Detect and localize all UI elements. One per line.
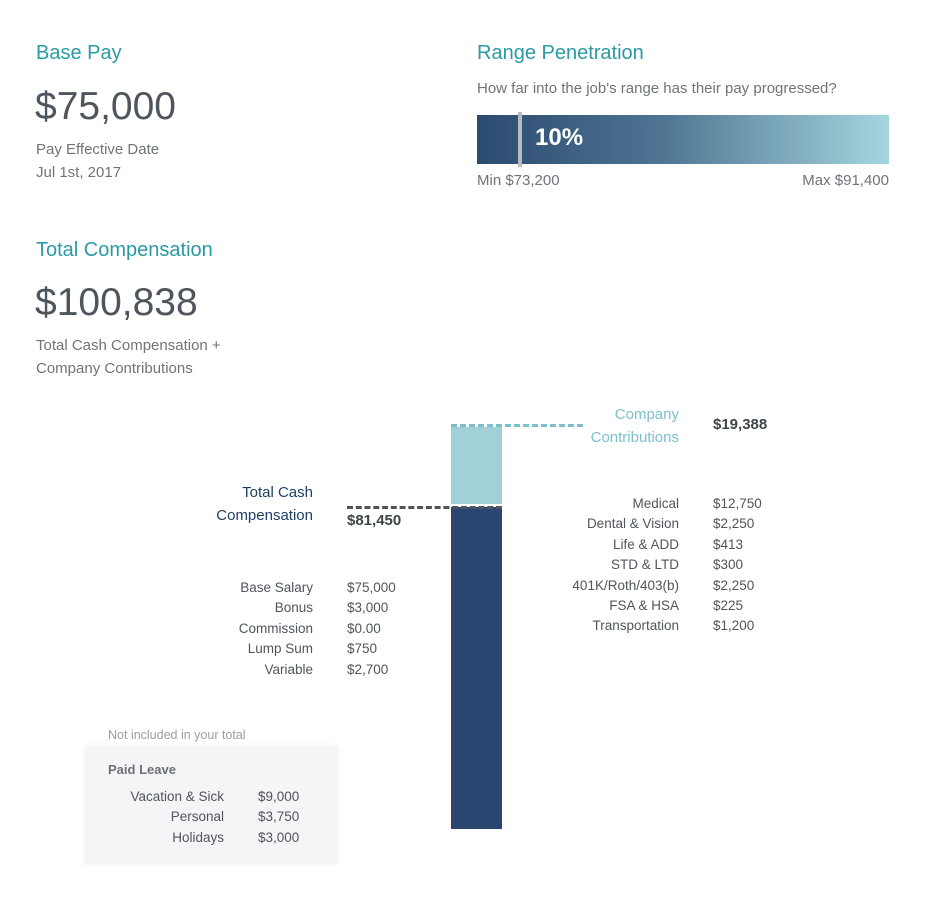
range-max: Max $91,400 [802, 172, 889, 189]
pay-effective-date: Jul 1st, 2017 [36, 164, 122, 181]
cash-item-label: Variable [264, 661, 313, 677]
cash-item-label: Bonus [274, 600, 313, 616]
paid-leave-item-label: Holidays [172, 829, 224, 845]
range-min: Min $73,200 [477, 172, 560, 189]
contributions-label-line2: Contributions [590, 429, 679, 446]
contrib-item-label: 401K/Roth/403(b) [572, 577, 679, 593]
paid-leave-title: Paid Leave [108, 762, 176, 777]
cash-item-value: $0.00 [347, 620, 381, 636]
paid-leave-item-value: $3,750 [258, 809, 300, 825]
contrib-item-label: Transportation [592, 618, 679, 634]
paid-leave-labels: Vacation & Sick Personal Holidays [85, 787, 224, 848]
cash-item-value: $75,000 [347, 580, 396, 595]
total-comp-title: Total Compensation [36, 239, 213, 261]
paid-leave-values: $9,000 $3,750 $3,000 [258, 787, 299, 848]
range-penetration-title: Range Penetration [477, 42, 644, 64]
cash-item-value: $750 [347, 641, 378, 657]
contrib-item-label: STD & LTD [610, 557, 679, 573]
range-penetration-bar: 10% [477, 112, 889, 167]
cash-dashed-line [347, 506, 502, 509]
contrib-item-label: FSA & HSA [609, 598, 679, 614]
paid-leave-item-value: $9,000 [258, 789, 300, 804]
cash-items-values: $75,000 $3,000 $0.00 $750 $2,700 [347, 578, 396, 680]
cash-item-label: Base Salary [240, 580, 313, 595]
contrib-item-value: $2,250 [713, 577, 755, 593]
contrib-item-value: $225 [713, 598, 744, 614]
cash-total: $81,450 [347, 512, 402, 529]
contributions-dashed-line [451, 424, 583, 427]
cash-item-label: Commission [238, 620, 313, 636]
contrib-item-label: Dental & Vision [586, 516, 679, 532]
total-comp-desc-line1: Total Cash Compensation + [36, 337, 221, 354]
cash-item-value: $3,000 [347, 600, 389, 616]
base-pay-title: Base Pay [36, 42, 122, 64]
range-position-marker [518, 112, 522, 167]
paid-leave-item-label: Vacation & Sick [130, 789, 224, 804]
paid-leave-panel: Paid Leave Vacation & Sick Personal Holi… [85, 746, 337, 864]
contrib-item-value: $300 [713, 557, 744, 573]
cash-label-line2: Compensation [216, 507, 313, 524]
pay-effective-label: Pay Effective Date [36, 141, 160, 158]
contrib-item-label: Life & ADD [612, 536, 679, 552]
paid-leave-item-value: $3,000 [258, 829, 300, 845]
paid-leave-item-label: Personal [170, 809, 224, 825]
company-contributions-bar [451, 427, 502, 504]
contrib-item-label: Medical [632, 496, 679, 511]
total-comp-desc-line2: Company Contributions [36, 360, 193, 377]
range-question: How far into the job's range has their p… [477, 80, 837, 97]
cash-compensation-bar [451, 507, 502, 829]
cash-item-value: $2,700 [347, 661, 389, 677]
contrib-item-value: $413 [713, 536, 744, 552]
contrib-item-value: $2,250 [713, 516, 755, 532]
contrib-items-values: $12,750 $2,250 $413 $300 $2,250 $225 $1,… [713, 494, 762, 637]
not-included-note: Not included in your total [108, 728, 246, 742]
cash-item-label: Lump Sum [247, 641, 313, 657]
cash-items-labels: Base Salary Bonus Commission Lump Sum Va… [163, 578, 313, 680]
range-percent-label: 10% [535, 124, 584, 151]
contrib-items-labels: Medical Dental & Vision Life & ADD STD &… [499, 494, 679, 637]
contributions-label-line1: Company [614, 406, 679, 423]
base-pay-amount: $75,000 [35, 85, 176, 128]
cash-label-line1: Total Cash [242, 484, 313, 501]
total-comp-amount: $100,838 [35, 281, 198, 324]
contrib-item-value: $1,200 [713, 618, 755, 634]
contributions-total: $19,388 [713, 416, 768, 433]
contrib-item-value: $12,750 [713, 496, 762, 511]
